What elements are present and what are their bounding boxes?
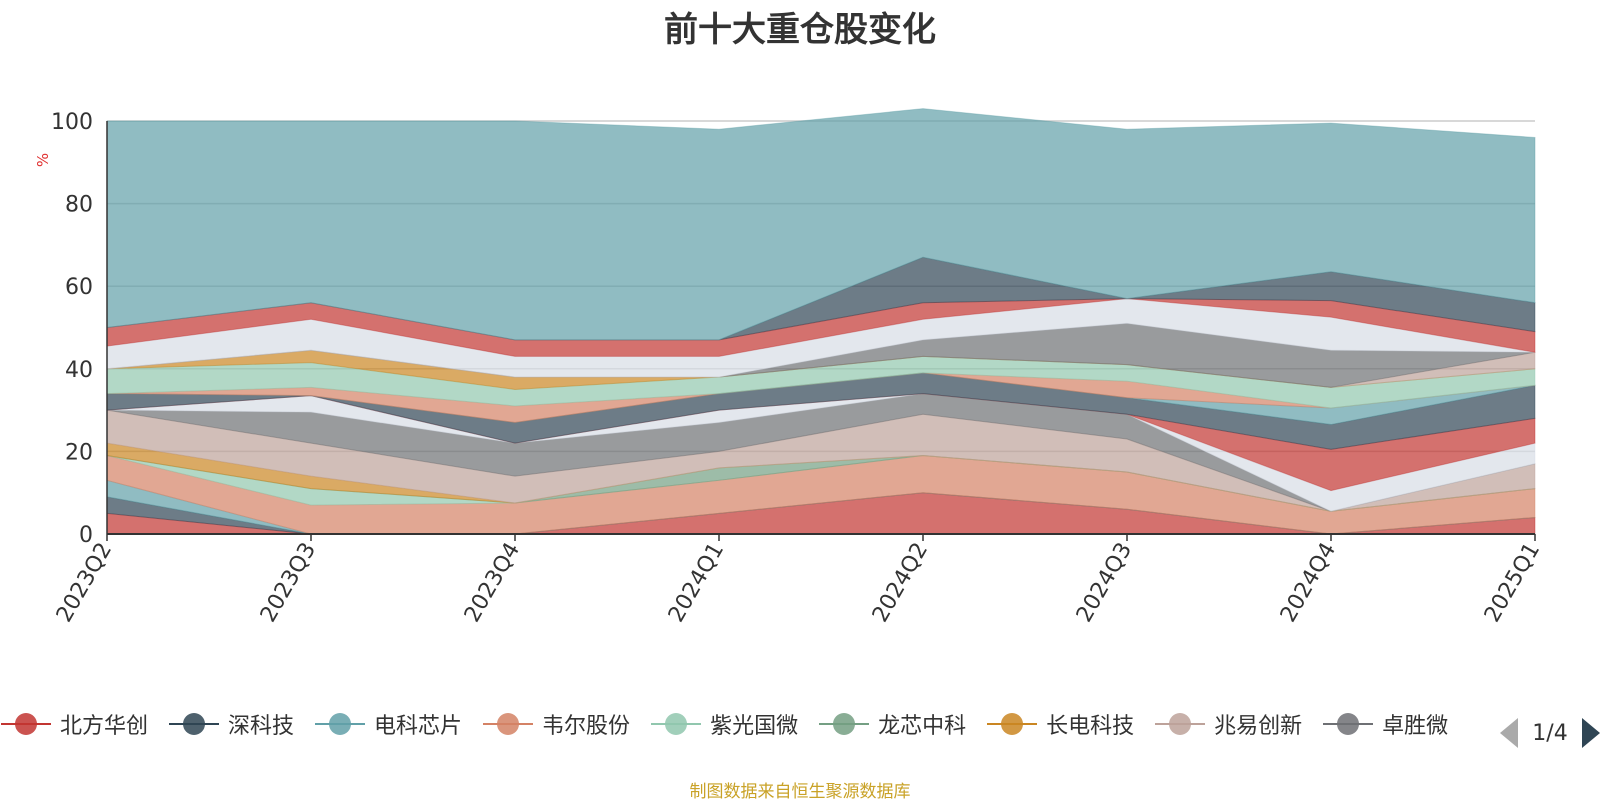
legend-marker-dot bbox=[665, 713, 688, 735]
x-tick-label: 2024Q3 bbox=[1072, 539, 1137, 627]
legend-item-label: 龙芯中科 bbox=[878, 714, 967, 739]
legend-marker-icon bbox=[1155, 713, 1206, 735]
y-tick-label: 60 bbox=[65, 275, 93, 300]
legend-marker-dot bbox=[329, 713, 352, 735]
legend-marker-icon bbox=[987, 713, 1038, 735]
legend-marker-dot bbox=[833, 713, 856, 735]
y-tick-label: 100 bbox=[51, 110, 93, 135]
y-tick-label: 20 bbox=[65, 440, 93, 465]
area-series bbox=[106, 108, 1536, 535]
legend-item-label: 深科技 bbox=[228, 714, 295, 739]
legend-item-label: 卓胜微 bbox=[1382, 714, 1449, 739]
x-tick-label: 2024Q4 bbox=[1276, 539, 1341, 627]
legend-item-label: 北方华创 bbox=[60, 714, 149, 739]
area-series-兆易创新 bbox=[106, 409, 1536, 512]
data-source-note: 制图数据来自恒生聚源数据库 bbox=[689, 782, 911, 802]
legend-item-label: 电科芯片 bbox=[374, 714, 463, 739]
legend-marker-icon bbox=[651, 713, 702, 735]
x-tick-label: 2025Q1 bbox=[1480, 539, 1545, 627]
y-axis-unit-label: % bbox=[34, 153, 52, 167]
x-tick-label: 2023Q2 bbox=[52, 539, 117, 627]
legend-marker-dot bbox=[497, 713, 520, 735]
legend-item[interactable]: 兆易创新 bbox=[1154, 708, 1302, 740]
legend-marker-icon bbox=[315, 713, 366, 735]
legend-item[interactable]: 龙芯中科 bbox=[818, 708, 966, 740]
legend-marker-dot bbox=[1337, 713, 1360, 735]
legend-item[interactable]: 深科技 bbox=[168, 708, 294, 740]
legend-item[interactable]: 电科芯片 bbox=[314, 708, 462, 740]
legend-marker-icon bbox=[1, 713, 51, 735]
chart-title: 前十大重仓股变化 bbox=[664, 10, 936, 50]
legend-page-indicator: 1/4 bbox=[1532, 720, 1568, 746]
legend-marker-icon bbox=[169, 713, 220, 735]
x-tick-label: 2024Q2 bbox=[868, 539, 933, 627]
legend: 北方华创 深科技 电科芯片 韦尔股份 紫光国微 龙芯中科 长电科技 兆易创新 卓胜微 bbox=[0, 708, 1490, 758]
legend-item[interactable]: 紫光国微 bbox=[650, 708, 798, 740]
y-tick-label: 40 bbox=[65, 358, 93, 383]
legend-marker-icon bbox=[1323, 713, 1374, 735]
area-series-海光信息 bbox=[106, 372, 1536, 450]
legend-item-label: 兆易创新 bbox=[1214, 714, 1303, 739]
legend-item[interactable]: 卓胜微 bbox=[1322, 708, 1448, 740]
legend-item-label: 韦尔股份 bbox=[542, 714, 631, 739]
legend-prev-page-icon[interactable] bbox=[1500, 718, 1518, 748]
legend-item[interactable]: 韦尔股份 bbox=[482, 708, 630, 740]
legend-marker-icon bbox=[483, 713, 534, 735]
area-series-其他 bbox=[106, 108, 1536, 341]
y-tick-label: 0 bbox=[79, 523, 93, 548]
legend-marker-dot bbox=[1169, 713, 1192, 735]
legend-marker-dot bbox=[183, 713, 206, 735]
x-tick-label: 2024Q1 bbox=[664, 539, 729, 627]
legend-item[interactable]: 北方华创 bbox=[0, 708, 148, 740]
legend-marker-icon bbox=[819, 713, 870, 735]
legend-marker-dot bbox=[15, 713, 37, 735]
x-tick-label: 2023Q3 bbox=[256, 539, 321, 627]
y-tick-label: 80 bbox=[65, 193, 93, 218]
legend-pager: 1/4 bbox=[1500, 716, 1600, 750]
x-tick-label: 2023Q4 bbox=[460, 539, 525, 627]
legend-marker-dot bbox=[1001, 713, 1024, 735]
legend-item-label: 紫光国微 bbox=[710, 714, 799, 739]
legend-item[interactable]: 长电科技 bbox=[986, 708, 1134, 740]
legend-item-label: 长电科技 bbox=[1046, 714, 1135, 739]
legend-next-page-icon[interactable] bbox=[1582, 718, 1600, 748]
